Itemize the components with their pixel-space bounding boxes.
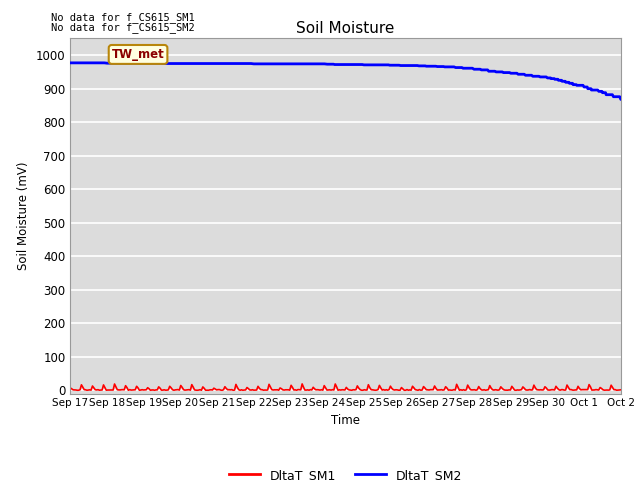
Text: No data for f_CS615_SM1: No data for f_CS615_SM1 xyxy=(51,12,195,23)
Title: Soil Moisture: Soil Moisture xyxy=(296,21,395,36)
X-axis label: Time: Time xyxy=(331,414,360,427)
Text: TW_met: TW_met xyxy=(112,48,164,61)
Text: No data for f_CS615_SM2: No data for f_CS615_SM2 xyxy=(51,22,195,33)
Y-axis label: Soil Moisture (mV): Soil Moisture (mV) xyxy=(17,162,30,270)
Legend: DltaT_SM1, DltaT_SM2: DltaT_SM1, DltaT_SM2 xyxy=(223,464,468,480)
